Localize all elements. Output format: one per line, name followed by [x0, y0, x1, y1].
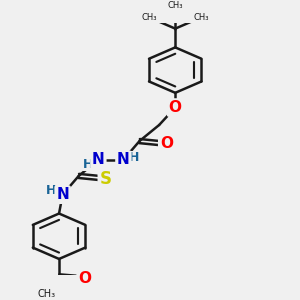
Text: CH₃: CH₃ — [141, 13, 157, 22]
Text: N: N — [56, 187, 69, 202]
Text: N: N — [92, 152, 105, 167]
Text: H: H — [46, 184, 56, 197]
Text: O: O — [160, 136, 173, 151]
Text: CH₃: CH₃ — [194, 13, 209, 22]
Text: CH₃: CH₃ — [38, 289, 56, 299]
Text: CH₃: CH₃ — [167, 1, 183, 10]
Text: S: S — [100, 169, 112, 188]
Text: O: O — [78, 271, 91, 286]
Text: H: H — [83, 158, 93, 171]
Text: N: N — [117, 152, 130, 167]
Text: O: O — [169, 100, 182, 115]
Text: H: H — [129, 151, 139, 164]
